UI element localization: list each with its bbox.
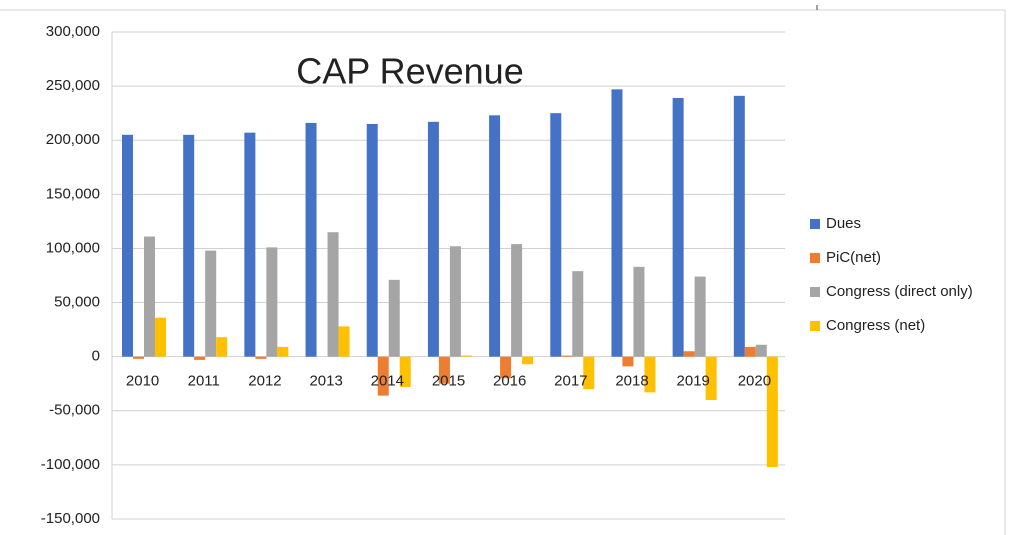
- bar: [583, 356, 595, 390]
- bar: [511, 244, 523, 357]
- bar: [705, 356, 717, 400]
- bar: [744, 346, 756, 357]
- y-tick-label: -100,000: [41, 456, 100, 473]
- bar: [755, 344, 767, 357]
- chart-title: CAP Revenue: [296, 51, 523, 92]
- bar: [244, 132, 256, 357]
- y-tick-label: 200,000: [46, 131, 100, 148]
- y-tick-label: 250,000: [46, 77, 100, 94]
- x-tick-label: 2019: [677, 373, 710, 390]
- bar: [277, 346, 289, 357]
- x-tick-label: 2014: [371, 373, 404, 390]
- bar: [522, 356, 534, 365]
- legend-label: Congress (direct only): [826, 283, 973, 300]
- y-tick-label: -50,000: [49, 402, 100, 419]
- bar: [449, 246, 461, 357]
- bar: [183, 134, 195, 357]
- bar: [366, 123, 378, 357]
- bar: [438, 356, 450, 384]
- y-tick-label: 50,000: [54, 294, 100, 311]
- bar: [611, 89, 623, 357]
- legend-label: Dues: [826, 215, 861, 232]
- y-tick-label: 100,000: [46, 239, 100, 256]
- bar: [427, 121, 439, 357]
- bar: [633, 266, 645, 357]
- y-tick-label: 300,000: [46, 23, 100, 40]
- bar: [622, 356, 634, 367]
- x-tick-label: 2015: [432, 373, 465, 390]
- bar: [561, 355, 573, 357]
- bar: [327, 232, 339, 357]
- legend-label: Congress (net): [826, 317, 925, 334]
- x-tick-label: 2018: [615, 373, 648, 390]
- x-tick-label: 2012: [248, 373, 281, 390]
- bar: [644, 356, 656, 393]
- bar: [766, 356, 778, 468]
- legend-swatch: [810, 321, 820, 331]
- bar: [255, 356, 267, 359]
- bar: [122, 134, 133, 357]
- x-tick-label: 2011: [188, 373, 220, 390]
- bar: [733, 95, 745, 357]
- bar: [683, 351, 695, 357]
- bar: [205, 250, 217, 357]
- bar: [672, 98, 684, 357]
- legend-swatch: [810, 219, 820, 229]
- y-tick-label: -150,000: [41, 510, 100, 527]
- bar: [194, 356, 206, 360]
- bar: [266, 247, 278, 357]
- bar: [377, 356, 389, 396]
- y-tick-label: 0: [92, 348, 100, 365]
- bar: [399, 356, 411, 387]
- bar: [572, 271, 584, 357]
- bar: [216, 337, 228, 357]
- legend-swatch: [810, 253, 820, 263]
- y-tick-label: 150,000: [46, 185, 100, 202]
- bar: [489, 115, 501, 357]
- bar: [460, 355, 472, 357]
- bar: [155, 317, 166, 357]
- x-tick-label: 2016: [493, 373, 526, 390]
- bar: [694, 276, 706, 357]
- x-tick-label: 2017: [554, 373, 587, 390]
- x-tick-label: 2013: [309, 373, 342, 390]
- legend-label: PiC(net): [826, 249, 881, 266]
- bar: [500, 356, 512, 379]
- x-tick-label: 2020: [738, 373, 771, 390]
- bar: [305, 122, 317, 357]
- bar: [144, 236, 155, 357]
- legend-swatch: [810, 287, 820, 297]
- bar: [388, 279, 400, 357]
- bar: [133, 356, 144, 359]
- bar: [550, 113, 562, 357]
- x-tick-label: 2010: [126, 373, 159, 390]
- bar: [338, 326, 350, 357]
